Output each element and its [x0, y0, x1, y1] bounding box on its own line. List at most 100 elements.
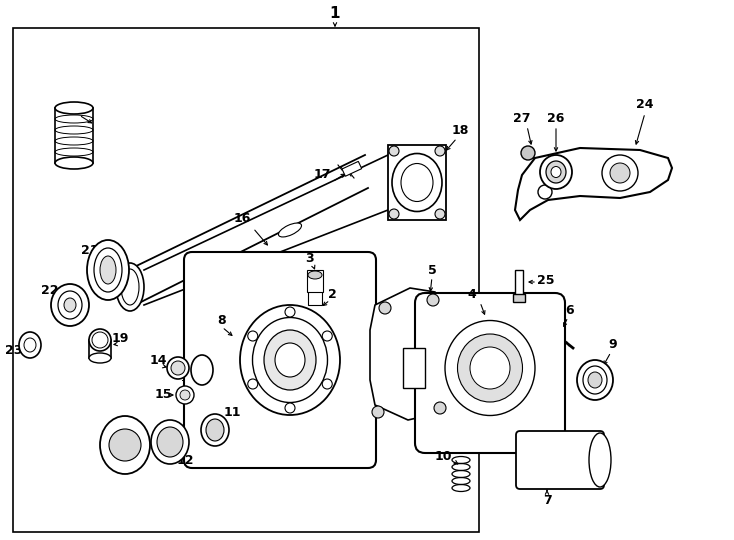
Text: 27: 27: [513, 111, 531, 125]
Ellipse shape: [87, 240, 129, 300]
Circle shape: [248, 331, 258, 341]
Ellipse shape: [116, 263, 144, 311]
Text: 14: 14: [149, 354, 167, 367]
Text: 19: 19: [112, 332, 128, 345]
Ellipse shape: [275, 343, 305, 377]
Ellipse shape: [89, 329, 111, 351]
Circle shape: [322, 379, 333, 389]
Text: 21: 21: [81, 244, 99, 256]
Ellipse shape: [264, 330, 316, 390]
Ellipse shape: [167, 357, 189, 379]
Text: 24: 24: [636, 98, 654, 111]
Ellipse shape: [89, 353, 111, 363]
Ellipse shape: [157, 427, 183, 457]
Ellipse shape: [58, 291, 82, 319]
Bar: [308, 287, 322, 305]
Ellipse shape: [577, 360, 613, 400]
Ellipse shape: [551, 166, 561, 178]
Bar: [13, 28, 479, 532]
Text: 20: 20: [73, 102, 91, 114]
Ellipse shape: [92, 332, 108, 348]
Ellipse shape: [94, 248, 122, 292]
Ellipse shape: [401, 164, 433, 201]
Text: 3: 3: [305, 252, 314, 265]
Text: 10: 10: [435, 450, 452, 463]
Text: 4: 4: [468, 288, 476, 301]
Circle shape: [389, 209, 399, 219]
Circle shape: [248, 379, 258, 389]
Ellipse shape: [51, 284, 89, 326]
Circle shape: [610, 163, 630, 183]
Bar: [403, 348, 425, 388]
FancyBboxPatch shape: [516, 431, 604, 489]
Circle shape: [538, 185, 552, 199]
Text: 1: 1: [330, 6, 341, 22]
Ellipse shape: [392, 153, 442, 212]
Text: 25: 25: [537, 273, 555, 287]
Circle shape: [434, 402, 446, 414]
Ellipse shape: [151, 420, 189, 464]
Bar: [515, 270, 523, 298]
Ellipse shape: [191, 355, 213, 385]
Bar: [342, 161, 362, 176]
FancyBboxPatch shape: [415, 293, 565, 453]
Text: 9: 9: [608, 339, 617, 352]
FancyBboxPatch shape: [184, 252, 376, 468]
Circle shape: [109, 429, 141, 461]
Polygon shape: [370, 288, 445, 420]
Ellipse shape: [24, 338, 36, 352]
Ellipse shape: [588, 372, 602, 388]
Text: 5: 5: [428, 264, 437, 276]
Circle shape: [322, 331, 333, 341]
Text: 26: 26: [548, 111, 564, 125]
Text: 13: 13: [115, 458, 131, 471]
Ellipse shape: [206, 419, 224, 441]
Text: 22: 22: [41, 284, 59, 296]
Ellipse shape: [252, 318, 327, 402]
Circle shape: [285, 307, 295, 317]
Text: 6: 6: [566, 303, 574, 316]
Ellipse shape: [470, 347, 510, 389]
Text: 23: 23: [4, 343, 22, 356]
Text: 11: 11: [223, 407, 241, 420]
Ellipse shape: [201, 414, 229, 446]
Text: 8: 8: [218, 314, 226, 327]
Circle shape: [435, 146, 445, 156]
Ellipse shape: [100, 416, 150, 474]
Circle shape: [285, 403, 295, 413]
Ellipse shape: [457, 334, 523, 402]
Circle shape: [602, 155, 638, 191]
Text: 12: 12: [176, 454, 194, 467]
Circle shape: [435, 209, 445, 219]
Circle shape: [521, 146, 535, 160]
Ellipse shape: [308, 271, 322, 279]
Ellipse shape: [540, 155, 572, 189]
Ellipse shape: [546, 161, 566, 183]
Text: 15: 15: [154, 388, 172, 402]
Ellipse shape: [100, 256, 116, 284]
Text: 7: 7: [544, 494, 553, 507]
Circle shape: [180, 390, 190, 400]
Text: 2: 2: [327, 288, 336, 301]
Bar: [307, 270, 323, 292]
Ellipse shape: [64, 298, 76, 312]
Text: 16: 16: [233, 212, 251, 225]
Ellipse shape: [55, 157, 93, 169]
Circle shape: [427, 294, 439, 306]
Bar: [388, 145, 446, 220]
Ellipse shape: [445, 321, 535, 415]
Circle shape: [372, 406, 384, 418]
Ellipse shape: [55, 102, 93, 114]
Circle shape: [389, 146, 399, 156]
Text: 17: 17: [313, 168, 331, 181]
Ellipse shape: [121, 269, 139, 305]
Polygon shape: [515, 148, 672, 220]
Text: 18: 18: [451, 124, 469, 137]
Ellipse shape: [278, 223, 302, 237]
Ellipse shape: [171, 361, 185, 375]
Ellipse shape: [240, 305, 340, 415]
Ellipse shape: [589, 433, 611, 487]
Ellipse shape: [583, 366, 607, 394]
Bar: [513, 294, 525, 302]
Ellipse shape: [19, 332, 41, 358]
